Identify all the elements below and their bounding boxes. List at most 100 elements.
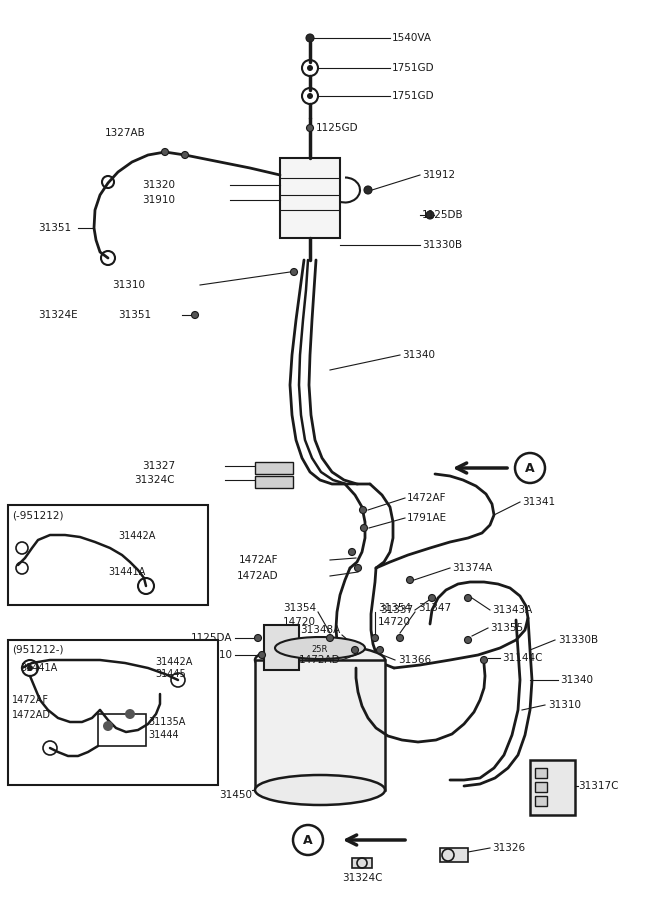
Text: 31343A: 31343A (492, 605, 532, 615)
Circle shape (480, 656, 488, 663)
Text: 31347: 31347 (418, 603, 451, 613)
Text: 1327AB: 1327AB (105, 128, 146, 138)
Text: 31445: 31445 (155, 669, 186, 679)
Text: 31341: 31341 (522, 497, 555, 507)
Text: 1751GD: 1751GD (392, 91, 435, 101)
Text: 31340: 31340 (402, 350, 435, 360)
Bar (535, 796, 547, 806)
Circle shape (27, 665, 33, 671)
Circle shape (326, 634, 334, 642)
Text: 1472AF: 1472AF (238, 555, 278, 565)
Text: 31442A: 31442A (155, 657, 192, 667)
Text: (-951212): (-951212) (12, 510, 64, 520)
Text: 31348A: 31348A (300, 625, 340, 635)
Text: 1751GD: 1751GD (392, 63, 435, 73)
Circle shape (465, 636, 472, 644)
Text: 31444: 31444 (148, 730, 178, 740)
Text: 31320: 31320 (142, 180, 175, 190)
Text: 31310: 31310 (548, 700, 581, 710)
Bar (255, 660, 385, 790)
Text: 31337: 31337 (380, 605, 413, 615)
Circle shape (349, 548, 355, 555)
Bar (98, 714, 146, 746)
Text: 1472AD: 1472AD (12, 710, 51, 720)
Circle shape (255, 634, 261, 642)
Text: (951212-): (951212-) (12, 645, 64, 655)
Text: 31354: 31354 (283, 603, 316, 613)
Circle shape (191, 311, 199, 319)
Text: 31442A: 31442A (118, 531, 155, 541)
Text: 1472AF: 1472AF (407, 493, 447, 503)
Circle shape (465, 595, 472, 601)
Circle shape (307, 93, 313, 99)
Text: 14720: 14720 (378, 617, 411, 627)
Text: 1540VA: 1540VA (392, 33, 432, 43)
Circle shape (182, 151, 188, 158)
Text: 31351: 31351 (118, 310, 151, 320)
Text: 31144C: 31144C (502, 653, 542, 663)
Text: A: A (525, 462, 535, 474)
Text: 31354: 31354 (378, 603, 411, 613)
Text: 31340: 31340 (560, 675, 593, 685)
Text: 1125DA: 1125DA (191, 633, 232, 643)
Text: 31135A: 31135A (148, 717, 186, 727)
Circle shape (355, 564, 361, 572)
Bar (8, 640, 218, 785)
Circle shape (397, 634, 403, 642)
Circle shape (259, 652, 265, 659)
Bar (535, 768, 547, 778)
Text: 1472AF: 1472AF (12, 695, 49, 705)
Text: 1791AE: 1791AE (407, 513, 447, 523)
Text: 31441A: 31441A (20, 663, 57, 673)
Text: 31441A: 31441A (108, 567, 145, 577)
Circle shape (372, 634, 378, 642)
Circle shape (307, 124, 313, 131)
Text: 31912: 31912 (422, 170, 455, 180)
Text: 31330B: 31330B (422, 240, 462, 250)
Circle shape (125, 709, 135, 719)
Circle shape (306, 34, 314, 42)
Text: 25R: 25R (312, 645, 328, 654)
Ellipse shape (255, 645, 385, 675)
Bar (535, 782, 547, 792)
Circle shape (351, 646, 359, 653)
Bar (255, 476, 293, 488)
Bar (8, 505, 208, 605)
Text: 31450: 31450 (219, 790, 252, 800)
Circle shape (103, 721, 113, 731)
Circle shape (359, 507, 367, 514)
Text: 31374A: 31374A (452, 563, 492, 573)
Text: 31366: 31366 (398, 655, 431, 665)
Circle shape (307, 65, 313, 71)
Circle shape (161, 148, 168, 156)
Text: 31324E: 31324E (38, 310, 78, 320)
Bar (440, 848, 468, 862)
Ellipse shape (275, 637, 365, 659)
Text: 31326: 31326 (492, 843, 525, 853)
Text: 31910: 31910 (142, 195, 175, 205)
Text: A: A (303, 833, 313, 847)
Text: 31355: 31355 (490, 623, 523, 633)
Circle shape (376, 646, 384, 653)
Text: 31317C: 31317C (578, 781, 619, 791)
Text: 1125DB: 1125DB (422, 210, 464, 220)
Bar (280, 158, 340, 238)
Text: 31310: 31310 (112, 280, 145, 290)
Text: 1125GD: 1125GD (316, 123, 359, 133)
Text: 31410: 31410 (199, 650, 232, 660)
Bar (264, 625, 299, 670)
Circle shape (364, 186, 372, 194)
Circle shape (361, 525, 368, 532)
Circle shape (407, 577, 413, 583)
Ellipse shape (255, 775, 385, 805)
Bar (530, 760, 575, 815)
Text: 31351: 31351 (38, 223, 71, 233)
Text: 31324C: 31324C (134, 475, 175, 485)
Circle shape (290, 268, 297, 275)
Bar (255, 462, 293, 474)
Text: 31327: 31327 (142, 461, 175, 471)
Text: 1472AD: 1472AD (236, 571, 278, 581)
Text: 14720: 14720 (283, 617, 316, 627)
Circle shape (426, 211, 434, 219)
Text: 31330B: 31330B (558, 635, 598, 645)
